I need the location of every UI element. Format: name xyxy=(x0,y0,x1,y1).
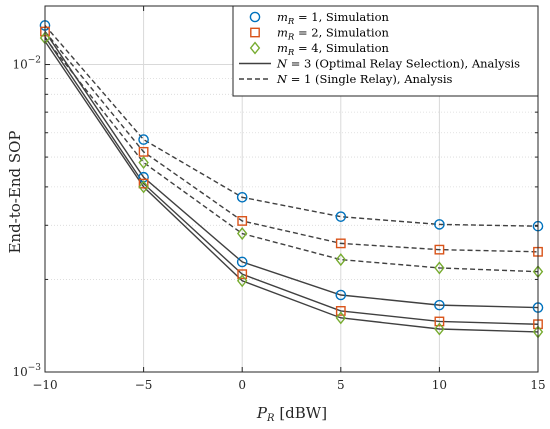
optimal-relay-curve xyxy=(44,40,539,333)
legend-symbol xyxy=(250,27,260,38)
optimal-relay-curve xyxy=(44,31,539,309)
x-axis-label: PR [dBW] xyxy=(256,404,327,424)
simulation-point xyxy=(434,261,445,275)
single-relay-curve xyxy=(44,24,539,227)
legend-label: mR = 2, Simulation xyxy=(277,26,390,43)
simulation-point xyxy=(138,178,149,189)
analysis-curves xyxy=(44,24,539,333)
x-tick-label: 10 xyxy=(432,378,447,392)
single-relay-curve xyxy=(44,37,539,273)
simulation-point xyxy=(335,306,346,316)
y-ticks: 10−2 10−3 xyxy=(12,56,538,379)
simulation-point xyxy=(434,316,445,327)
simulation-markers xyxy=(39,20,544,339)
simulation-point xyxy=(434,244,445,255)
optimal-relay-curve xyxy=(44,36,539,325)
simulation-point xyxy=(237,269,248,280)
x-tick-label: 5 xyxy=(337,378,345,392)
simulation-point xyxy=(236,227,248,241)
simulation-point xyxy=(236,256,248,268)
y-tick-label: 10−3 xyxy=(12,363,41,379)
x-tick-label: 15 xyxy=(530,378,545,392)
simulation-point xyxy=(236,274,248,288)
legend-label: mR = 4, Simulation xyxy=(277,41,390,58)
legend-symbol xyxy=(249,41,261,55)
simulation-point xyxy=(434,322,445,336)
legend-symbol xyxy=(249,11,261,23)
x-tick-label: 0 xyxy=(238,378,246,392)
simulation-point xyxy=(236,191,248,203)
simulation-point xyxy=(138,134,149,145)
simulation-point xyxy=(335,211,347,222)
x-tick-label: −5 xyxy=(135,378,153,392)
simulation-point xyxy=(434,299,445,311)
legend-box xyxy=(232,5,539,97)
y-tick-label: 10−2 xyxy=(12,56,41,72)
simulation-point xyxy=(434,219,445,230)
simulation-point xyxy=(335,289,347,301)
simulation-point xyxy=(335,253,347,267)
single-relay-curve xyxy=(44,31,539,253)
simulation-point xyxy=(237,216,248,226)
legend-label: N = 1 (Single Relay), Analysis xyxy=(276,72,453,86)
simulation-point xyxy=(138,180,149,194)
y-axis-label: End-to-End SOP xyxy=(6,130,24,253)
simulation-point xyxy=(138,156,149,170)
legend-label: mR = 1, Simulation xyxy=(277,10,390,27)
simulation-point xyxy=(335,311,347,325)
simulation-point xyxy=(335,238,346,249)
x-tick-label: −10 xyxy=(32,378,57,392)
legend-label: N = 3 (Optimal Relay Selection), Analysi… xyxy=(276,57,520,71)
